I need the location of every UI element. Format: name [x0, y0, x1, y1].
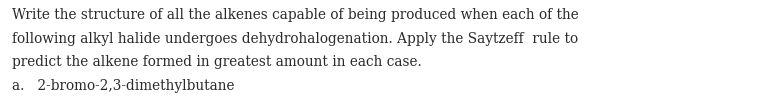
Text: Write the structure of all the alkenes capable of being produced when each of th: Write the structure of all the alkenes c…: [12, 8, 579, 22]
Text: following alkyl halide undergoes dehydrohalogenation. Apply the Saytzeff  rule t: following alkyl halide undergoes dehydro…: [12, 32, 578, 45]
Text: a.   2-bromo-2,3-dimethylbutane: a. 2-bromo-2,3-dimethylbutane: [12, 78, 235, 93]
Text: predict the alkene formed in greatest amount in each case.: predict the alkene formed in greatest am…: [12, 55, 422, 69]
